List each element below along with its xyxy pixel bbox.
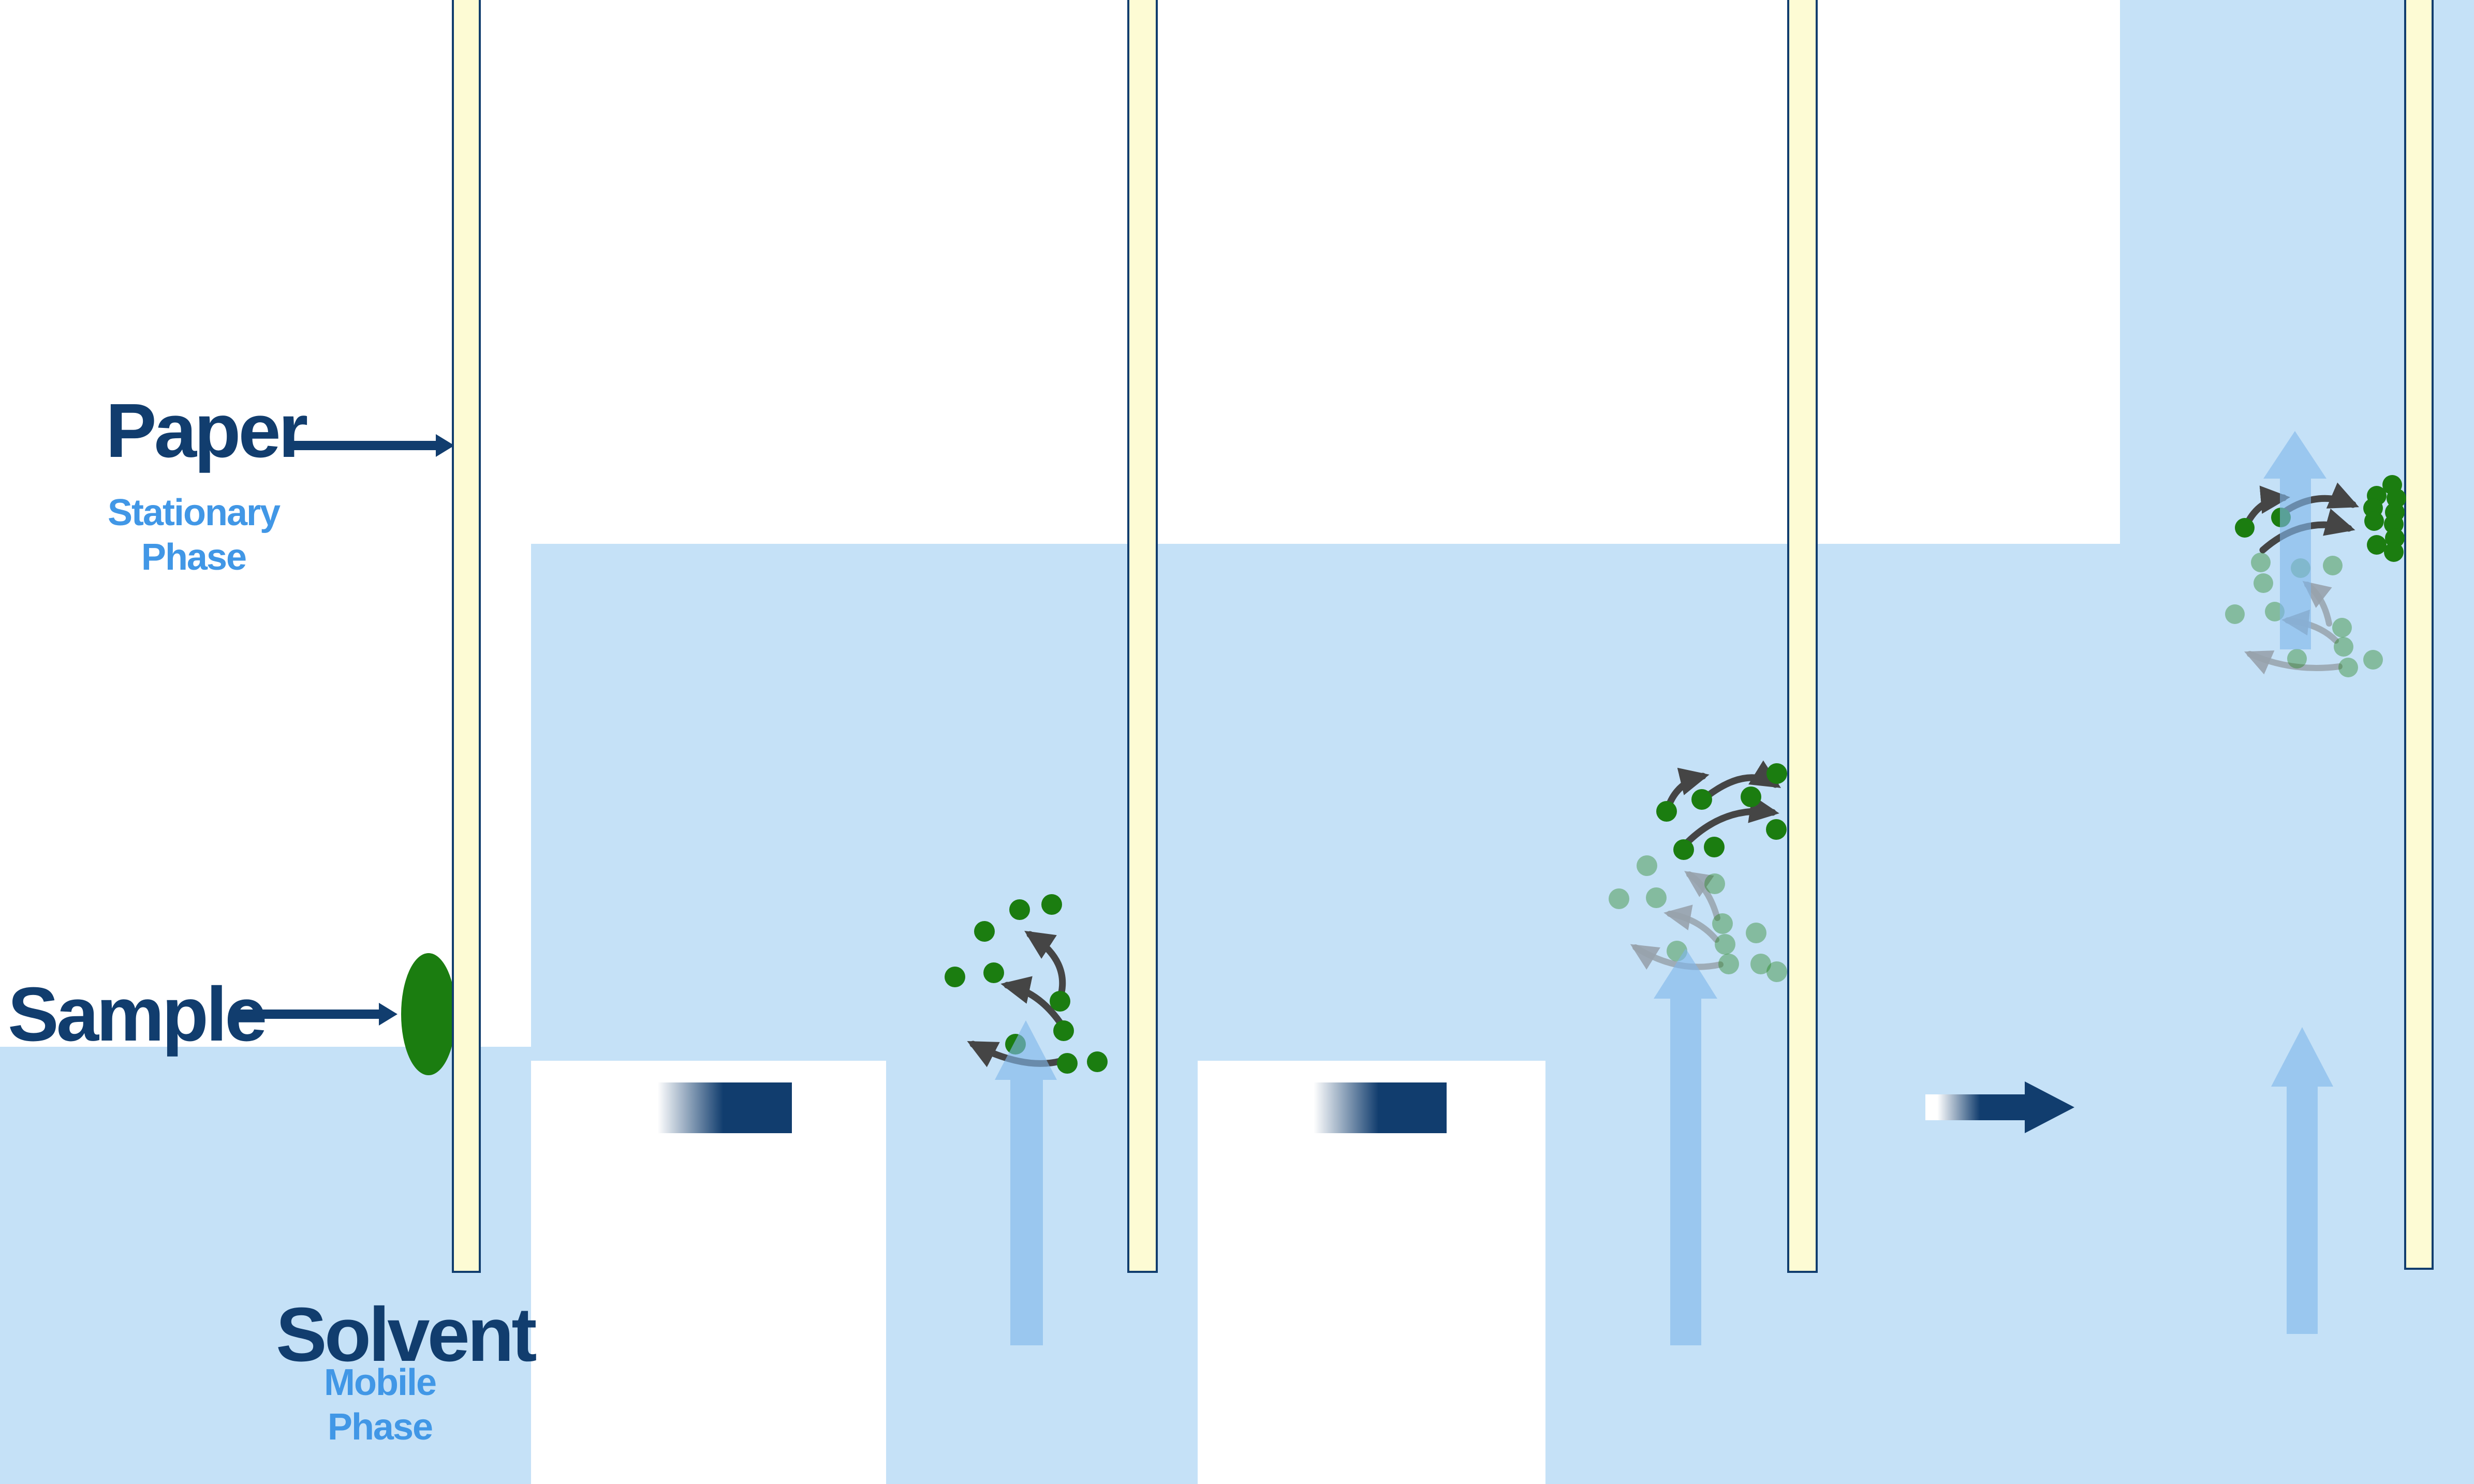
molecule-dot-faded <box>1646 887 1667 908</box>
solvent-flow-up-arrow-icon <box>1654 948 1717 1345</box>
transition-fade-bar-1 <box>639 1082 792 1133</box>
sample-spot <box>401 953 456 1075</box>
paper-strip-stage1 <box>452 0 481 1273</box>
molecule-motion-arrow-icon <box>1705 760 1781 798</box>
molecule-dot <box>2364 511 2384 531</box>
molecule-dot <box>1041 894 1062 915</box>
molecule-dot-faded <box>1766 961 1787 982</box>
molecule-dot <box>1050 991 1070 1012</box>
transition-fade-bar-2 <box>1295 1082 1447 1133</box>
molecule-dot-faded <box>1609 888 1629 909</box>
molecule-dot <box>2384 542 2404 562</box>
molecule-dot <box>1704 837 1725 857</box>
stage4-molecules <box>2225 431 2406 1334</box>
molecule-dot <box>1691 789 1712 810</box>
mobile-line: Mobile <box>324 1362 437 1403</box>
solvent-flow-up-arrow-icon <box>2271 1027 2333 1334</box>
stationary-line: Stationary <box>107 492 281 533</box>
paper-label: Paper <box>106 388 308 473</box>
stage-transition-arrows <box>639 1081 2074 1133</box>
molecule-dot-faded <box>2332 618 2352 637</box>
paper-strip-stage2 <box>1127 0 1158 1273</box>
paper-strips <box>452 0 2434 1273</box>
phase-line: Phase <box>141 537 247 578</box>
paper-strip-stage4 <box>2404 0 2434 1270</box>
molecule-dot <box>1673 839 1694 860</box>
mobile-phase-label: Mobile Phase <box>276 1360 483 1449</box>
molecule-dot-faded <box>1712 913 1733 934</box>
molecule-motion-arrow-icon <box>1000 976 1068 1032</box>
molecule-dot <box>1087 1051 1108 1072</box>
molecule-dot-faded <box>2254 573 2273 593</box>
sample-pointer-arrow-icon <box>235 1003 397 1026</box>
phase-line: Phase <box>327 1406 433 1448</box>
molecule-trace-arrow-icon <box>1684 871 1720 921</box>
molecule-dot <box>2384 514 2404 534</box>
transition-right-arrow-icon <box>1925 1081 2074 1133</box>
molecule-dot <box>2367 535 2387 555</box>
molecule-dot-faded <box>2338 658 2358 677</box>
molecule-dot <box>1766 819 1787 840</box>
molecule-dot <box>1053 1020 1074 1041</box>
molecule-motion-arrow-icon <box>1681 795 1779 849</box>
molecule-dot <box>1766 763 1787 784</box>
molecule-dot-faded <box>2334 637 2353 657</box>
molecule-dot-faded <box>1715 934 1735 955</box>
molecule-dot <box>2385 528 2405 548</box>
solvent-reservoir-stage1 <box>0 1047 531 1484</box>
molecule-dot-faded <box>2225 604 2245 624</box>
paper-strip-stage3 <box>1787 0 1818 1273</box>
molecule-trace-arrow-icon <box>2244 650 2343 675</box>
molecule-dot-faded <box>2323 556 2343 575</box>
molecule-dot-faded <box>1746 923 1766 943</box>
molecule-dot-faded <box>1704 873 1725 894</box>
paper-pointer-arrow-icon <box>291 434 454 457</box>
molecule-dot <box>1009 899 1030 920</box>
molecule-dot-faded <box>2287 649 2307 669</box>
molecule-dot-faded <box>1637 855 1657 876</box>
molecule-trace-arrow-icon <box>1663 904 1719 943</box>
molecule-motion-arrow-icon <box>1024 930 1066 1002</box>
molecule-dot <box>1057 1053 1078 1074</box>
molecule-dot <box>2235 518 2255 538</box>
molecule-dot-faded <box>2265 602 2285 621</box>
molecule-dot-faded <box>1718 954 1739 974</box>
solvent-flow-up-arrow-icon <box>2263 431 2326 649</box>
sample-label: Sample <box>8 972 267 1057</box>
molecule-dot-faded <box>2363 650 2383 670</box>
stationary-phase-label: Stationary Phase <box>90 491 297 580</box>
molecule-dot <box>945 967 965 987</box>
molecule-dot <box>1656 801 1677 822</box>
molecule-dot <box>983 962 1004 983</box>
molecule-dot-faded <box>2251 553 2271 572</box>
molecule-dot <box>974 921 995 942</box>
solvent-flow-up-arrow-icon <box>995 1020 1057 1345</box>
stage3-molecules <box>1609 760 1787 1345</box>
stage2-molecules <box>945 894 1108 1345</box>
molecule-dot-faded <box>1750 954 1771 974</box>
molecule-dot <box>1741 786 1761 807</box>
solvent-label: Solvent <box>276 1292 537 1377</box>
